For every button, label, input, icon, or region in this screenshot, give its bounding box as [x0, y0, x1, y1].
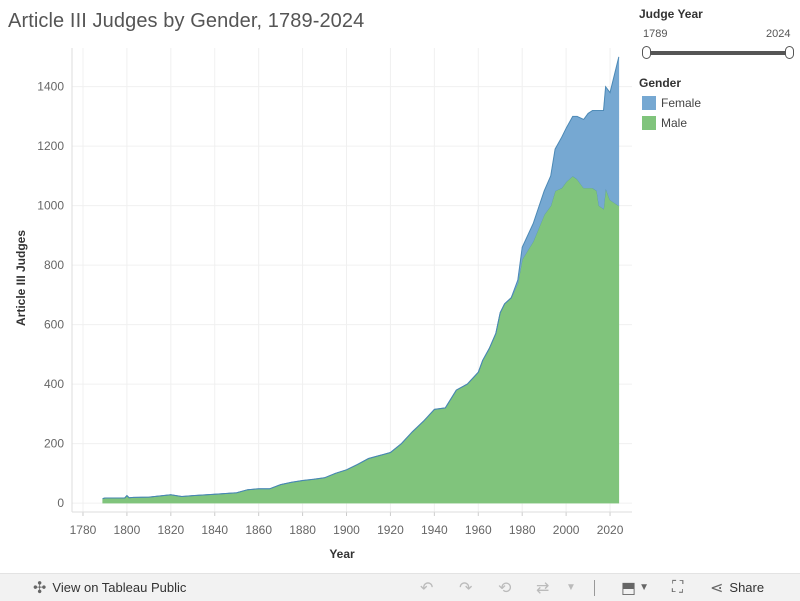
y-axis-title: Article III Judges [14, 230, 28, 326]
refresh-dropdown[interactable]: ▼ [566, 574, 576, 601]
y-tick-label-1400: 1400 [37, 80, 64, 94]
revert-icon: ⟲ [498, 579, 512, 597]
x-tick-label-1920: 1920 [377, 523, 404, 537]
chevron-down-icon: ▼ [566, 582, 576, 593]
legend-item-female[interactable]: Female [642, 95, 701, 111]
chart-title: Article III Judges by Gender, 1789-2024 [8, 10, 365, 32]
legend-item-male[interactable]: Male [642, 115, 687, 131]
revert-button[interactable]: ⟲ [498, 574, 511, 601]
y-tick-label-1200: 1200 [37, 139, 64, 153]
share-button[interactable]: ⋖ Share [710, 574, 764, 601]
refresh-button[interactable]: ⇄ [536, 574, 549, 601]
tableau-logo-icon: ✣ [33, 579, 47, 597]
undo-button[interactable]: ↶ [420, 574, 433, 601]
x-tick-label-1900: 1900 [333, 523, 360, 537]
share-label: Share [729, 580, 765, 595]
fullscreen-button[interactable]: ⛶ [672, 574, 683, 601]
area-chart[interactable]: 1780 1800 1820 1840 1860 1880 1900 1920 1940 1960… [0, 0, 800, 573]
y-tick-label-200: 200 [44, 437, 64, 451]
female-swatch [642, 96, 656, 110]
year-slider-track[interactable] [646, 51, 790, 55]
x-tick-label-1800: 1800 [114, 523, 141, 537]
legend-label-female: Female [661, 96, 702, 110]
legend-title: Gender [639, 76, 682, 90]
filter-min-label: 1789 [643, 28, 668, 40]
y-tick-label-0: 0 [57, 496, 64, 510]
male-swatch [642, 116, 656, 130]
axes: 1780 1800 1820 1840 1860 1880 1900 1920 1940 1960… [14, 48, 632, 561]
view-on-tableau-label: View on Tableau Public [52, 580, 187, 595]
download-icon: ⬒ [621, 579, 637, 597]
x-tick-label-1820: 1820 [157, 523, 184, 537]
year-slider-min-handle[interactable] [642, 46, 651, 59]
fullscreen-icon: ⛶ [672, 578, 684, 596]
legend-label-male: Male [661, 116, 688, 130]
x-tick-label-1940: 1940 [421, 523, 448, 537]
undo-icon: ↶ [420, 579, 434, 597]
y-tick-label-800: 800 [44, 258, 64, 272]
share-icon: ⋖ [710, 579, 724, 597]
series-area-male [102, 175, 620, 504]
tableau-toolbar: ✣ View on Tableau Public ↶ ↷ ⟲ ⇄ ▼ ⬒ ▼ ⛶… [0, 573, 800, 601]
redo-icon: ↷ [459, 579, 473, 597]
chevron-down-icon: ▼ [639, 582, 650, 593]
y-tick-label-400: 400 [44, 377, 64, 391]
x-axis-title: Year [329, 547, 355, 561]
download-button[interactable]: ⬒ ▼ [621, 574, 649, 601]
x-tick-label-1780: 1780 [70, 523, 97, 537]
x-tick-label-1860: 1860 [245, 523, 272, 537]
view-on-tableau-link[interactable]: ✣ View on Tableau Public [33, 574, 186, 601]
x-tick-label-1960: 1960 [465, 523, 492, 537]
filter-title: Judge Year [639, 7, 703, 21]
year-slider-max-handle[interactable] [785, 46, 794, 59]
x-tick-label-2000: 2000 [553, 523, 580, 537]
series-line-female [102, 56, 620, 500]
redo-button[interactable]: ↷ [459, 574, 472, 601]
plot-areas [102, 56, 620, 504]
x-tick-label-2020: 2020 [597, 523, 624, 537]
y-tick-label-600: 600 [44, 318, 64, 332]
x-tick-label-1880: 1880 [289, 523, 316, 537]
refresh-icon: ⇄ [536, 579, 550, 597]
filter-max-label: 2024 [766, 28, 791, 40]
x-tick-label-1980: 1980 [509, 523, 536, 537]
y-tick-label-1000: 1000 [37, 199, 64, 213]
toolbar-divider [594, 574, 595, 601]
x-tick-label-1840: 1840 [201, 523, 228, 537]
